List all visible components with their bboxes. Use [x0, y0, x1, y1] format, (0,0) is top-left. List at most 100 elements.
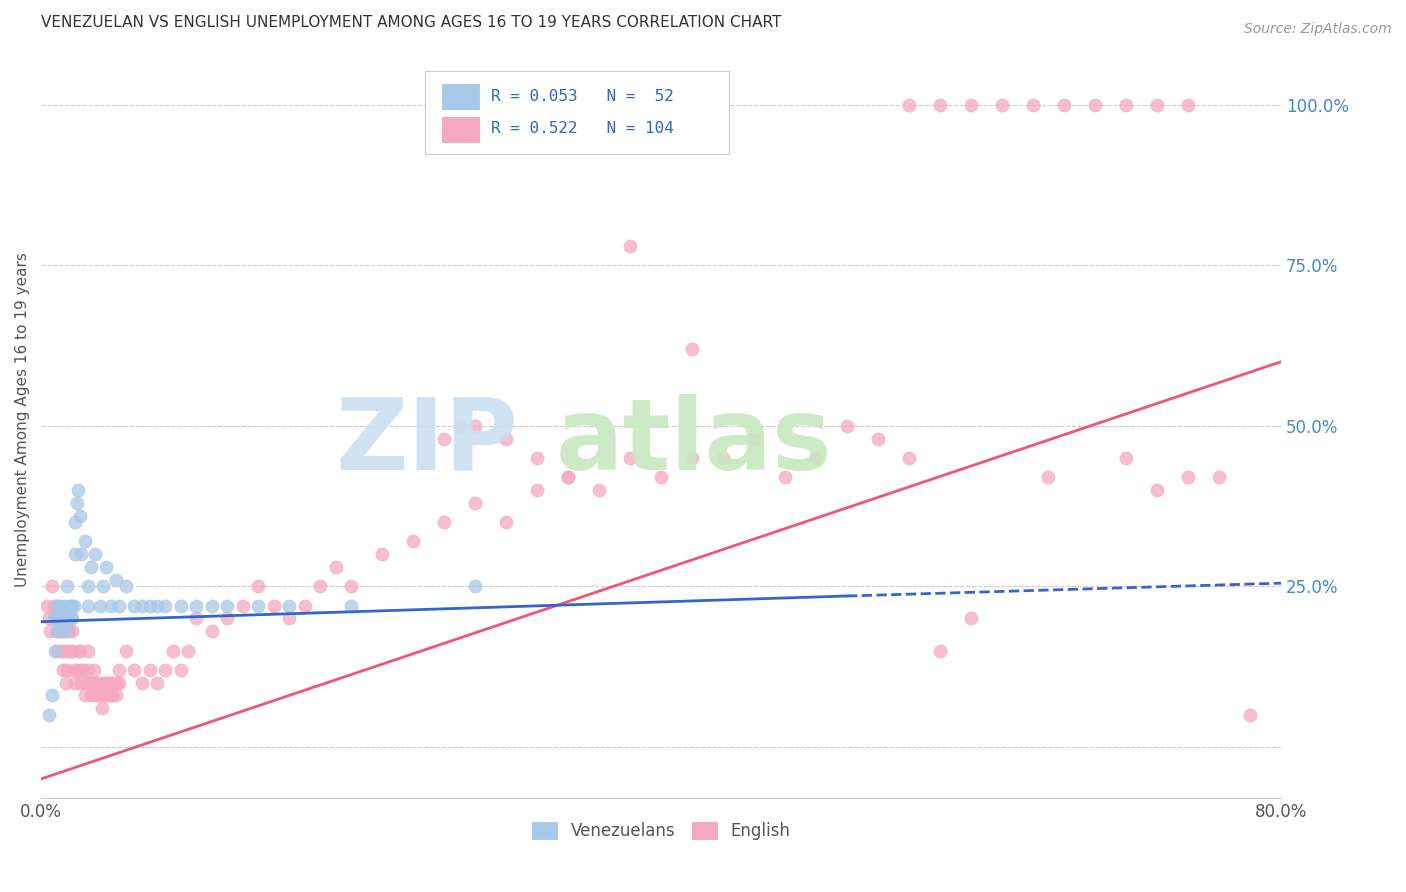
Point	[619, 450, 641, 465]
Point	[1038, 470, 1060, 484]
Point	[433, 432, 456, 446]
Point	[146, 675, 169, 690]
Point	[960, 98, 983, 112]
Point	[619, 239, 641, 253]
Point	[67, 483, 90, 497]
Point	[898, 98, 921, 112]
Point	[835, 419, 858, 434]
Point	[45, 599, 67, 613]
Point	[62, 663, 84, 677]
Point	[200, 599, 222, 613]
Point	[38, 611, 60, 625]
Point	[91, 675, 114, 690]
Point	[153, 599, 176, 613]
Point	[76, 663, 98, 677]
Point	[711, 450, 734, 465]
Point	[217, 611, 239, 625]
Point	[1208, 470, 1230, 484]
Point	[91, 689, 114, 703]
Point	[495, 432, 517, 446]
FancyBboxPatch shape	[426, 71, 730, 154]
Point	[371, 547, 394, 561]
Point	[464, 579, 486, 593]
Point	[232, 599, 254, 613]
Point	[402, 534, 425, 549]
Point	[51, 643, 73, 657]
Point	[46, 611, 69, 625]
Point	[45, 611, 67, 625]
Text: atlas: atlas	[555, 393, 832, 491]
Point	[278, 611, 301, 625]
Point	[63, 675, 86, 690]
Point	[866, 432, 889, 446]
Point	[42, 611, 65, 625]
Point	[76, 599, 98, 613]
Point	[52, 611, 75, 625]
Point	[58, 599, 80, 613]
Point	[588, 483, 610, 497]
Point	[131, 675, 153, 690]
Point	[681, 450, 703, 465]
Point	[63, 547, 86, 561]
Point	[39, 624, 62, 639]
FancyBboxPatch shape	[441, 117, 479, 142]
Point	[37, 599, 59, 613]
Point	[76, 643, 98, 657]
Point	[55, 624, 77, 639]
Point	[495, 515, 517, 529]
Point	[86, 689, 108, 703]
Point	[70, 547, 93, 561]
Point	[929, 98, 952, 112]
Point	[105, 675, 128, 690]
Point	[41, 689, 63, 703]
Point	[73, 689, 96, 703]
Point	[44, 643, 66, 657]
Point	[67, 643, 90, 657]
Point	[101, 689, 124, 703]
Point	[340, 579, 363, 593]
Point	[247, 579, 270, 593]
Point	[247, 599, 270, 613]
Point	[433, 515, 456, 529]
Point	[45, 624, 67, 639]
Point	[991, 98, 1014, 112]
Point	[76, 579, 98, 593]
Point	[169, 663, 191, 677]
Point	[200, 624, 222, 639]
Point	[1177, 470, 1199, 484]
Point	[42, 599, 65, 613]
Point	[45, 624, 67, 639]
Point	[62, 599, 84, 613]
Point	[80, 689, 103, 703]
Point	[1115, 450, 1137, 465]
Point	[87, 675, 110, 690]
Point	[38, 707, 60, 722]
Point	[96, 675, 118, 690]
Point	[52, 663, 75, 677]
Point	[69, 508, 91, 523]
Point	[90, 701, 112, 715]
Point	[96, 560, 118, 574]
Text: ZIP: ZIP	[336, 393, 519, 491]
Point	[138, 663, 160, 677]
Point	[89, 689, 111, 703]
Text: Source: ZipAtlas.com: Source: ZipAtlas.com	[1244, 22, 1392, 37]
Text: VENEZUELAN VS ENGLISH UNEMPLOYMENT AMONG AGES 16 TO 19 YEARS CORRELATION CHART: VENEZUELAN VS ENGLISH UNEMPLOYMENT AMONG…	[41, 15, 782, 30]
Point	[1053, 98, 1076, 112]
Point	[100, 689, 122, 703]
Point	[97, 689, 120, 703]
Point	[77, 675, 100, 690]
Point	[53, 611, 76, 625]
Point	[69, 643, 91, 657]
Point	[84, 689, 107, 703]
Point	[681, 342, 703, 356]
Point	[83, 663, 105, 677]
Point	[69, 663, 91, 677]
Point	[44, 611, 66, 625]
Point	[1115, 98, 1137, 112]
Point	[309, 579, 332, 593]
Point	[53, 624, 76, 639]
Point	[58, 611, 80, 625]
Point	[48, 624, 70, 639]
Point	[122, 599, 145, 613]
